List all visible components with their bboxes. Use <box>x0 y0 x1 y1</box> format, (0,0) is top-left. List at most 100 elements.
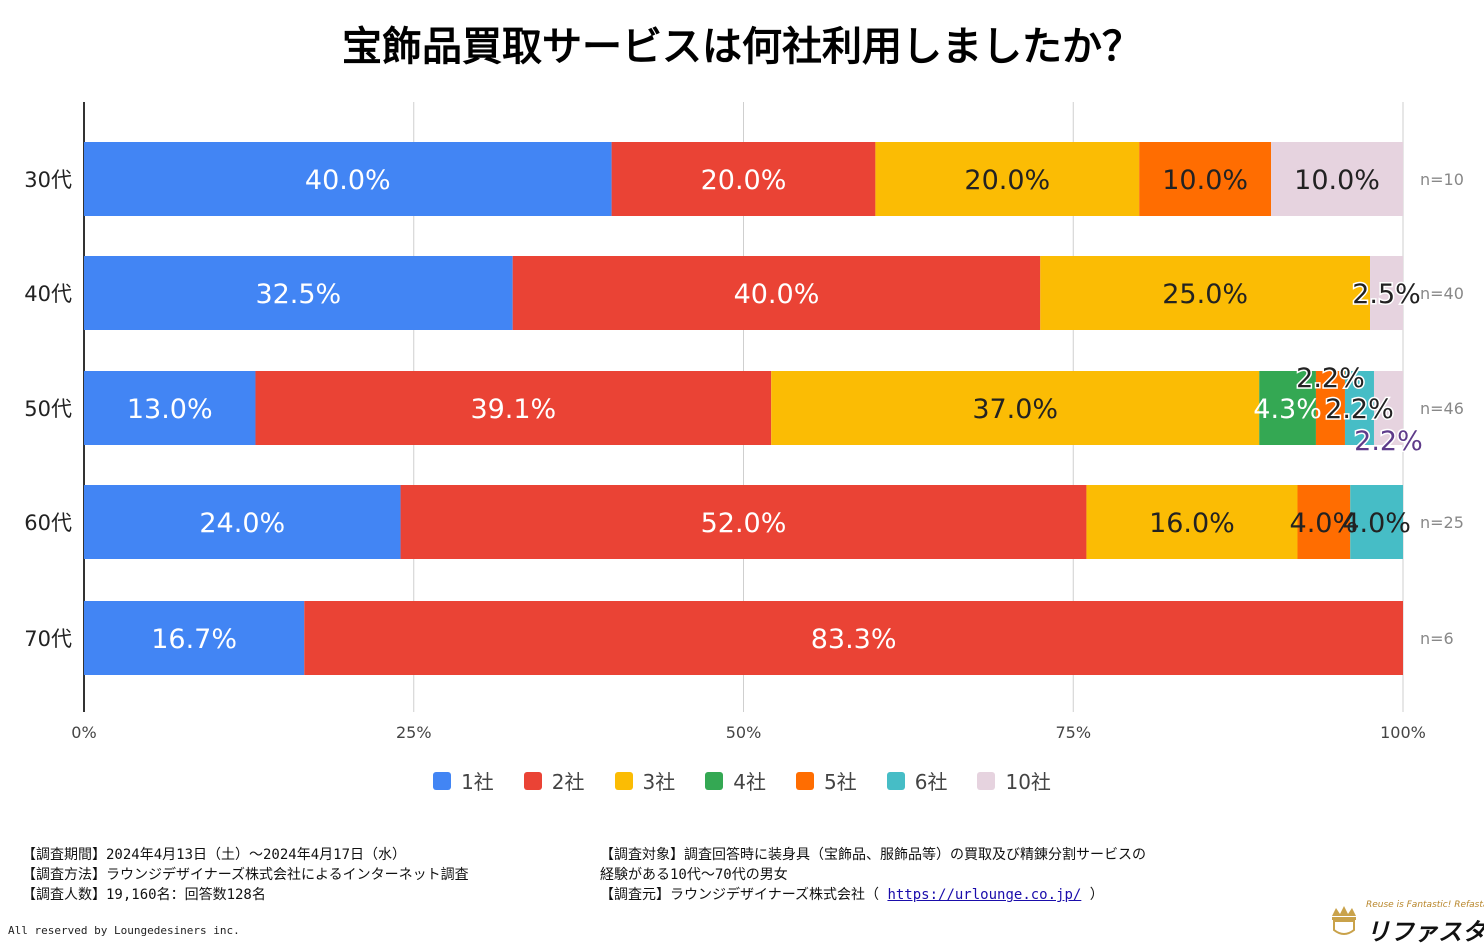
legend-label: 2社 <box>551 770 585 794</box>
legend-item: 10社 <box>977 766 1051 795</box>
bar-segment <box>1370 256 1403 330</box>
data-label: 25.0% <box>1162 279 1248 310</box>
data-label: 16.0% <box>1149 508 1235 539</box>
legend-item: 3社 <box>614 766 676 795</box>
data-label: 40.0% <box>734 279 820 310</box>
data-label: 40.0% <box>305 165 391 196</box>
legend-swatch <box>977 771 996 790</box>
legend-swatch <box>614 771 633 790</box>
legend-item: 1社 <box>433 766 494 795</box>
survey-respondents: 【調査人数】19,160名：回答数128名 <box>22 887 266 903</box>
survey-period: 【調査期間】2024年4月13日（土）～2024年4月17日（水） <box>22 847 407 863</box>
legend-item: 4社 <box>705 766 766 795</box>
bar-segment <box>1297 485 1351 559</box>
legend-swatch <box>433 771 452 790</box>
legend-label: 1社 <box>461 770 494 794</box>
legend-label: 6社 <box>914 770 948 794</box>
copyright: All reserved by Loungedesiners inc. <box>8 924 240 937</box>
data-label: 4.0% <box>1342 508 1411 539</box>
bar-segment <box>1086 485 1298 559</box>
logo-tagline: Reuse is Fantastic! Refasta <box>1366 900 1484 910</box>
survey-target-line1: 【調査対象】調査回答時に装身具（宝飾品、服飾品等）の買取及び精錬分割サービスの <box>600 847 1146 863</box>
legend-item: 2社 <box>523 766 585 795</box>
x-tick-label: 0% <box>71 723 96 742</box>
source-link[interactable]: https://urlounge.co.jp/ <box>887 887 1082 903</box>
sample-size-label: n=10 <box>1420 170 1464 189</box>
bar-segment <box>1271 142 1403 216</box>
stacked-bar-chart: 0% 25% 50% 75% 100% 30代 40.0% 20.0% 20.0% 10.0% 10… <box>24 102 1464 742</box>
legend-swatch <box>886 771 905 790</box>
bar-segment <box>84 142 612 216</box>
category-label: 70代 <box>24 627 72 651</box>
data-label: 10.0% <box>1294 165 1380 196</box>
data-label: 20.0% <box>964 165 1050 196</box>
sample-size-label: n=25 <box>1420 513 1464 532</box>
data-label: 83.3% <box>811 624 897 655</box>
legend-swatch <box>705 771 724 790</box>
category-label: 50代 <box>24 397 72 421</box>
category-label: 60代 <box>24 511 72 535</box>
category-label: 30代 <box>24 168 72 192</box>
bar-segment <box>84 485 401 559</box>
survey-target-line2: 経験がある10代～70代の男女 <box>600 867 788 883</box>
bar-segment <box>771 371 1260 445</box>
survey-info-right: 【調査対象】調査回答時に装身具（宝飾品、服飾品等）の買取及び精錬分割サービスの … <box>600 845 1146 905</box>
survey-source: 【調査元】ラウンジデザイナーズ株式会社（ https://urlounge.co… <box>600 885 1146 905</box>
legend-label: 10社 <box>1005 770 1051 794</box>
bar-segment <box>400 485 1087 559</box>
legend-label: 3社 <box>642 770 676 794</box>
data-label: 4.3% <box>1253 394 1322 425</box>
x-tick-label: 100% <box>1380 723 1426 742</box>
data-label: 16.7% <box>151 624 237 655</box>
logo-brand: リファスタ <box>1366 918 1484 946</box>
legend-item: 5社 <box>796 766 857 795</box>
bar-segment <box>84 256 513 330</box>
data-label: 2.2% <box>1296 363 1365 394</box>
sample-size-label: n=40 <box>1420 284 1464 303</box>
bar-segment <box>255 371 772 445</box>
legend-label: 4社 <box>733 770 766 794</box>
data-label: 24.0% <box>199 508 285 539</box>
chart-title: 宝飾品買取サービスは何社利用しましたか？ <box>342 24 1142 70</box>
survey-source-suffix: ） <box>1081 887 1104 903</box>
legend-label: 5社 <box>824 770 857 794</box>
data-label: 32.5% <box>255 279 341 310</box>
bar-segment <box>304 601 1404 675</box>
x-tick-label: 75% <box>1055 723 1091 742</box>
crown-crest-icon <box>1332 906 1356 935</box>
bar-segment <box>512 256 1041 330</box>
survey-method: 【調査方法】ラウンジデザイナーズ株式会社によるインターネット調査 <box>22 867 469 883</box>
data-label: 52.0% <box>701 508 787 539</box>
x-tick-label: 25% <box>396 723 432 742</box>
category-label: 40代 <box>24 282 72 306</box>
data-label: 39.1% <box>470 394 556 425</box>
refasta-logo: Reuse is Fantastic! Refasta リファスタ <box>1326 898 1484 946</box>
legend: 1社 2社 3社 4社 5社 6社 10社 <box>0 766 1484 795</box>
data-label: 2.2% <box>1354 426 1423 457</box>
legend-item: 6社 <box>886 766 948 795</box>
survey-source-prefix: 【調査元】ラウンジデザイナーズ株式会社（ <box>600 887 888 903</box>
data-label: 20.0% <box>701 165 787 196</box>
bar-segment <box>1259 371 1316 445</box>
data-label: 10.0% <box>1162 165 1248 196</box>
data-label: 37.0% <box>972 394 1058 425</box>
survey-info-left: 【調査期間】2024年4月13日（土）～2024年4月17日（水） 【調査方法】… <box>22 845 469 905</box>
data-label: 2.2% <box>1325 394 1394 425</box>
bar-segment <box>875 142 1140 216</box>
data-label: 13.0% <box>127 394 213 425</box>
legend-swatch <box>796 771 814 790</box>
sample-size-label: n=46 <box>1420 399 1464 418</box>
bar-segment <box>1315 371 1345 445</box>
bar-segment <box>1373 371 1403 445</box>
bar-segment <box>1139 142 1272 216</box>
bar-segment <box>84 371 256 445</box>
data-label: 2.5% <box>1352 279 1421 310</box>
bar-segment <box>1344 371 1374 445</box>
sample-size-label: n=6 <box>1420 629 1454 648</box>
x-tick-label: 50% <box>726 723 762 742</box>
bar-segment <box>84 601 305 675</box>
legend-swatch <box>523 771 542 790</box>
bar-segment <box>1350 485 1403 559</box>
data-label: 4.0% <box>1290 508 1359 539</box>
bar-segment <box>611 142 876 216</box>
